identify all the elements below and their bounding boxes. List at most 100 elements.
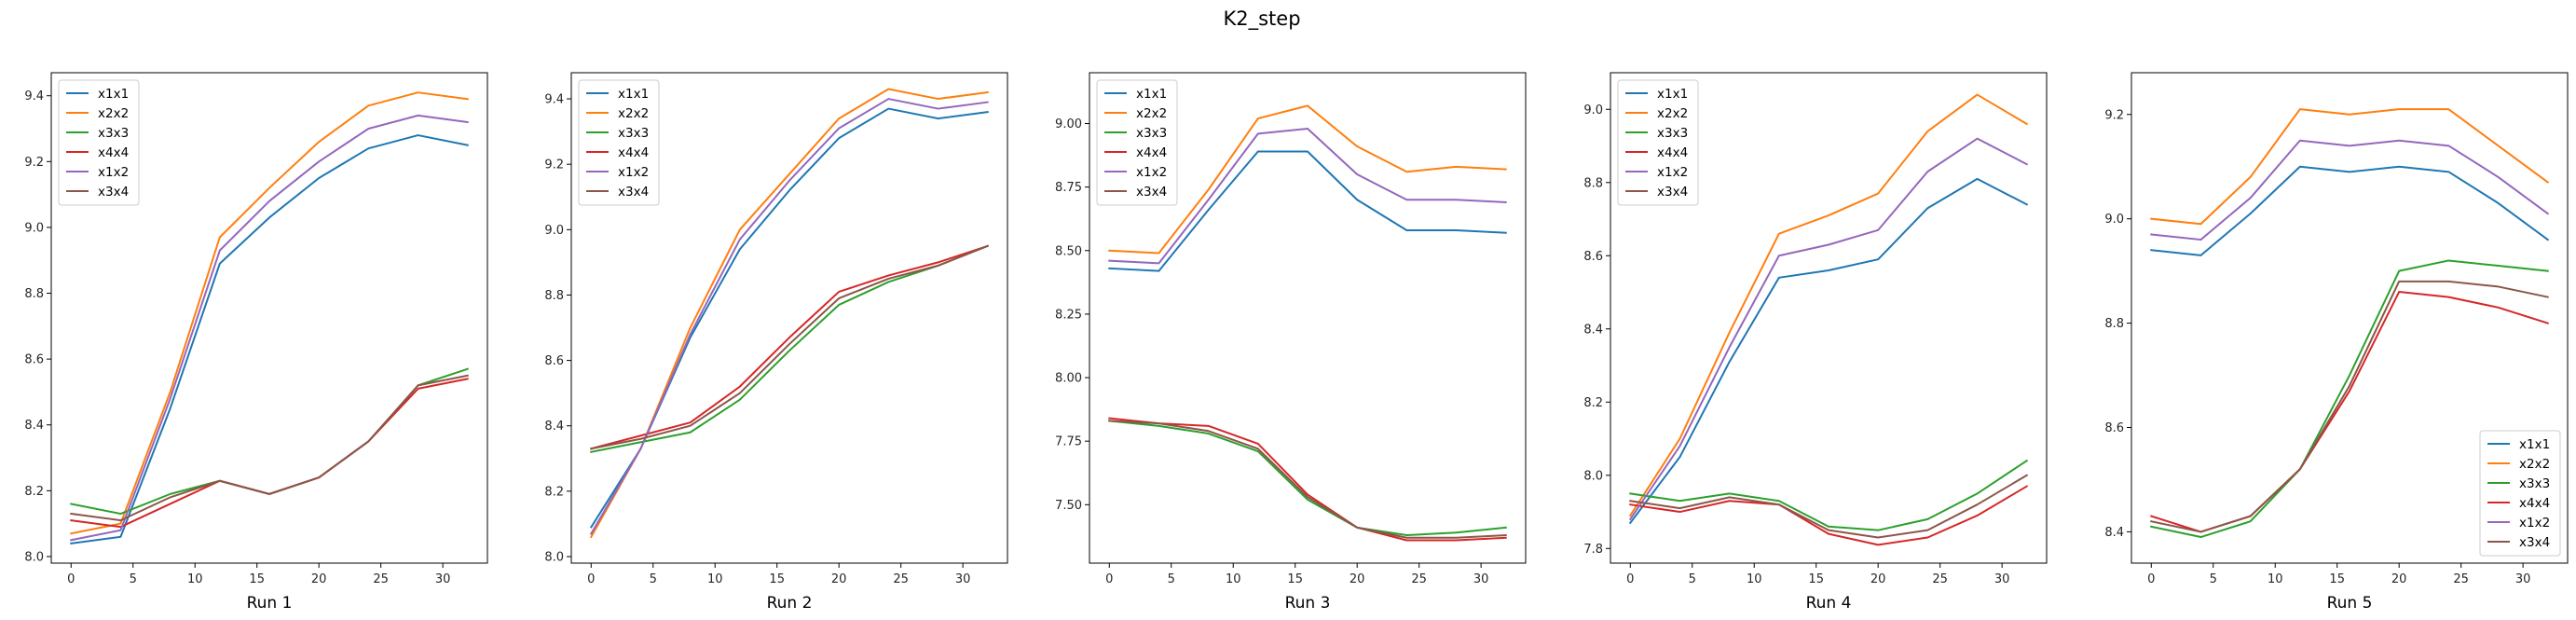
x-axis-ticks: 0 5 10 15 20 25 30 xyxy=(67,563,450,586)
series-line-x1x1 xyxy=(1108,150,1507,272)
legend-label-x3x3: x3x3 xyxy=(618,126,649,141)
x-tick-label: 15 xyxy=(769,572,785,586)
x-tick-label: 30 xyxy=(955,572,971,586)
y-tick-label: 8.4 xyxy=(1583,323,1603,337)
x-tick-label: 30 xyxy=(1994,572,2010,586)
x-tick-label: 20 xyxy=(1870,572,1886,586)
series-line-x1x2 xyxy=(1628,137,2029,521)
x-axis-ticks: 0 5 10 15 20 25 30 xyxy=(1626,563,2009,586)
y-tick-label: 8.00 xyxy=(1055,372,1082,386)
series-line-x3x3 xyxy=(590,244,990,453)
y-tick-label: 9.4 xyxy=(544,93,564,107)
x-tick-label: 10 xyxy=(1747,572,1762,586)
y-tick-label: 9.0 xyxy=(1583,103,1603,117)
series-line-x2x2 xyxy=(1108,104,1507,255)
series-line-x2x2 xyxy=(70,91,469,535)
y-tick-label: 8.25 xyxy=(1055,308,1082,322)
series-line-x3x3 xyxy=(2150,259,2549,539)
legend-box xyxy=(58,79,140,206)
y-tick-label: 7.8 xyxy=(1583,543,1603,557)
series-line-x3x4 xyxy=(1629,474,2029,539)
y-tick-label: 9.2 xyxy=(24,156,44,170)
legend-label-x1x1: x1x1 xyxy=(1657,87,1688,102)
legend-label-x3x4: x3x4 xyxy=(618,185,649,200)
y-tick-label: 9.0 xyxy=(2104,213,2124,227)
subplot-run-3: 0 5 10 15 20 25 30 7.50 7.75 8.00 8.25 8.50 8.75 9.00… xyxy=(1055,72,1527,613)
legend-label-x1x1: x1x1 xyxy=(618,87,649,102)
x-tick-label: 15 xyxy=(249,572,265,586)
subplot-run-4: 0 5 10 15 20 25 30 7.8 8.0 8.2 8.4 8.6 8.8 9.0 Run 4 x1… xyxy=(1583,72,2048,613)
legend-label-x2x2: x2x2 xyxy=(2519,457,2550,472)
legend-label-x4x4: x4x4 xyxy=(1657,145,1688,160)
legend: x1x1 x2x2 x3x3 x4x4 x1x2 x3x4 xyxy=(578,79,660,206)
x-tick-label: 20 xyxy=(1350,572,1365,586)
series-line-x2x2 xyxy=(1628,93,2029,517)
legend-label-x4x4: x4x4 xyxy=(618,145,649,160)
legend-label-x3x4: x3x4 xyxy=(98,185,129,200)
y-tick-label: 8.4 xyxy=(544,420,564,434)
series-line-x1x1 xyxy=(1628,177,2029,525)
x-tick-label: 20 xyxy=(311,572,327,586)
legend-label-x3x3: x3x3 xyxy=(1657,126,1688,141)
legend-label-x2x2: x2x2 xyxy=(98,106,129,121)
series-line-x1x1 xyxy=(70,134,469,544)
y-tick-label: 8.4 xyxy=(24,419,44,433)
legend-box xyxy=(1617,79,1699,206)
x-axis-label: Run 5 xyxy=(2327,594,2373,613)
legend: x1x1 x2x2 x3x3 x4x4 x1x2 x3x4 xyxy=(58,79,140,206)
x-axis-ticks: 0 5 10 15 20 25 30 xyxy=(587,563,970,586)
series-line-x1x2 xyxy=(589,98,989,535)
y-axis-ticks: 8.4 8.6 8.8 9.0 9.2 xyxy=(2104,108,2131,540)
axes-frame xyxy=(570,72,1008,564)
figure-title: K2_step xyxy=(1223,7,1300,31)
legend-label-x4x4: x4x4 xyxy=(1136,145,1167,160)
y-tick-label: 8.6 xyxy=(2104,421,2124,435)
series-line-x2x2 xyxy=(2150,108,2550,226)
x-tick-label: 5 xyxy=(2210,572,2217,586)
axes-frame xyxy=(2131,72,2569,564)
y-tick-label: 8.2 xyxy=(24,485,44,499)
series-lines xyxy=(70,91,469,544)
legend-label-x1x1: x1x1 xyxy=(2519,437,2550,452)
x-tick-label: 0 xyxy=(1626,572,1634,586)
x-tick-label: 10 xyxy=(2268,572,2283,586)
y-axis-ticks: 8.0 8.2 8.4 8.6 8.8 9.0 9.2 9.4 xyxy=(24,90,51,564)
y-tick-label: 8.2 xyxy=(1583,396,1603,410)
x-axis-label: Run 3 xyxy=(1285,594,1331,613)
legend-label-x3x3: x3x3 xyxy=(2519,476,2550,491)
series-line-x3x4 xyxy=(590,244,990,450)
x-tick-label: 15 xyxy=(1808,572,1824,586)
series-line-x1x2 xyxy=(1108,127,1507,265)
legend-box xyxy=(2479,430,2561,557)
legend-label-x1x2: x1x2 xyxy=(98,165,129,180)
y-tick-label: 8.8 xyxy=(2104,317,2124,331)
x-tick-label: 10 xyxy=(187,572,203,586)
x-tick-label: 15 xyxy=(1287,572,1303,586)
series-line-x4x4 xyxy=(1629,485,2029,546)
series-line-x3x3 xyxy=(70,367,469,516)
legend-label-x2x2: x2x2 xyxy=(618,106,649,121)
axes-frame xyxy=(1610,72,2048,564)
x-tick-label: 10 xyxy=(1226,572,1241,586)
legend-label-x3x3: x3x3 xyxy=(1136,126,1167,141)
legend-label-x1x1: x1x1 xyxy=(98,87,129,102)
legend-label-x1x2: x1x2 xyxy=(1657,165,1688,180)
subplot-run-5: 0 5 10 15 20 25 30 8.4 8.6 8.8 9.0 9.2 Run 5 x1x1 x2x2… xyxy=(2104,72,2569,613)
x-tick-label: 30 xyxy=(435,572,451,586)
y-tick-label: 9.0 xyxy=(544,224,564,238)
x-tick-label: 5 xyxy=(130,572,137,586)
legend-label-x1x2: x1x2 xyxy=(1136,165,1167,180)
y-tick-label: 9.2 xyxy=(544,158,564,172)
x-tick-label: 0 xyxy=(67,572,75,586)
axes-frame xyxy=(50,72,488,564)
legend-box xyxy=(1096,79,1178,206)
x-tick-label: 5 xyxy=(650,572,657,586)
x-tick-label: 0 xyxy=(2147,572,2155,586)
y-tick-label: 8.75 xyxy=(1055,181,1082,195)
series-line-x3x3 xyxy=(1629,459,2029,531)
series-line-x3x4 xyxy=(70,374,469,522)
x-tick-label: 10 xyxy=(707,572,723,586)
x-axis-label: Run 4 xyxy=(1806,594,1852,613)
x-tick-label: 0 xyxy=(587,572,595,586)
